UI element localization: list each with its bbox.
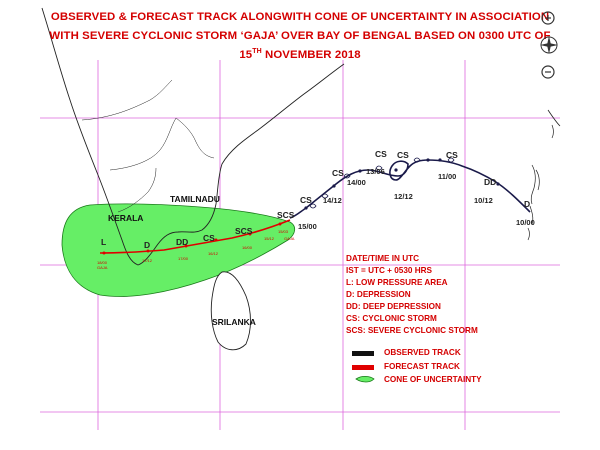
title-date-day: 15 [239,48,253,61]
map-title-line-2: WITH SEVERE CYCLONIC STORM ‘GAJA’ OVER B… [49,30,551,42]
track-time-14-00: 14/00 [347,178,366,187]
track-time-13-06: 13/06 [366,167,385,176]
map-title-line-1: OBSERVED & FORECAST TRACK ALONGWITH CONE… [50,11,550,23]
forecast-category-l: L [101,237,107,247]
track-time-10-12: 10/12 [474,196,493,205]
legend-forecast-swatch [352,365,374,370]
andaman-islands [527,124,554,241]
forecast-points [102,222,282,255]
observed-track-line [289,159,531,219]
place-label-srilanka: SRILANKA [212,317,256,327]
observed-name-tag: GAJA [284,236,295,241]
india-coastline [41,7,345,266]
cyclone-symbols [309,157,455,209]
legend-cone-label: CONE OF UNCERTAINTY [384,375,482,384]
forecast-time-17-12: 17/12 [142,258,153,263]
forecast-time-16-00: 16/00 [242,245,253,250]
zoom-out-icon[interactable] [540,64,556,80]
forecast-name-tag: GAJA [97,265,108,270]
sri-lanka-island [210,271,251,351]
forecast-track-line [99,219,291,254]
track-time-11-00: 11/00 [438,172,457,181]
observed-track-markers [304,158,500,210]
legend-l: L: LOW PRESSURE AREA [346,278,448,287]
track-time-12-12: 12/12 [394,192,413,201]
forecast-category-scs: SCS [235,226,253,236]
zoom-in-icon[interactable] [540,10,556,26]
forecast-category-dd: DD [176,237,189,247]
track-category-cs-1500: CS [300,195,312,205]
forecast-time-17-00: 17/00 [178,256,189,261]
track-time-15-00: 15/00 [298,222,317,231]
forecast-category-cs: CS [203,233,215,243]
legend-d: D: DEPRESSION [346,290,411,299]
legend-observed-swatch [352,351,374,356]
india-state-borders [81,79,215,213]
myanmar-coastline [547,109,561,127]
legend-dd: DD: DEEP DEPRESSION [346,302,441,311]
forecast-time-15-03: 15/03 [278,229,289,234]
legend-observed-label: OBSERVED TRACK [384,348,461,357]
legend-heading: DATE/TIME IN UTC [346,254,420,263]
track-category-cs-top: CS [397,150,409,160]
map-title-line-3: 15TH NOVEMBER 2018 [0,48,600,61]
cone-of-uncertainty [61,203,296,297]
legend-symbols [352,351,375,383]
title-date-suffix: TH [252,48,262,55]
place-label-tamilnadu: TAMILNADU [170,194,220,204]
place-label-kerala: KERALA [108,213,144,223]
compass-rose-icon[interactable] [538,34,560,56]
track-time-10-00: 10/00 [516,218,535,227]
forecast-category-d: D [144,240,151,250]
track-category-dd: DD [484,177,497,187]
legend-cs: CS: CYCLONIC STORM [346,314,437,323]
track-category-scs: SCS [277,210,295,220]
track-category-cs-1400: CS [332,168,344,178]
legend-scs: SCS: SEVERE CYCLONIC STORM [346,326,478,335]
legend-cone-swatch [355,375,375,383]
track-time-14-12: 14/12 [323,196,342,205]
map-legend: DATE/TIME IN UTC IST = UTC + 0530 HRS L:… [346,253,546,337]
forecast-time-16-12: 16/12 [208,251,219,256]
legend-forecast-label: FORECAST TRACK [384,362,460,371]
title-date-rest: NOVEMBER 2018 [261,48,361,61]
track-category-d-start: D [524,199,531,209]
track-category-cs-1100: CS [446,150,458,160]
forecast-time-18-00: 18/00 [97,260,108,265]
track-category-cs-1306: CS [375,149,387,159]
forecast-time-15-12: 15/12 [264,236,275,241]
legend-ist: IST = UTC + 0530 HRS [346,266,433,275]
